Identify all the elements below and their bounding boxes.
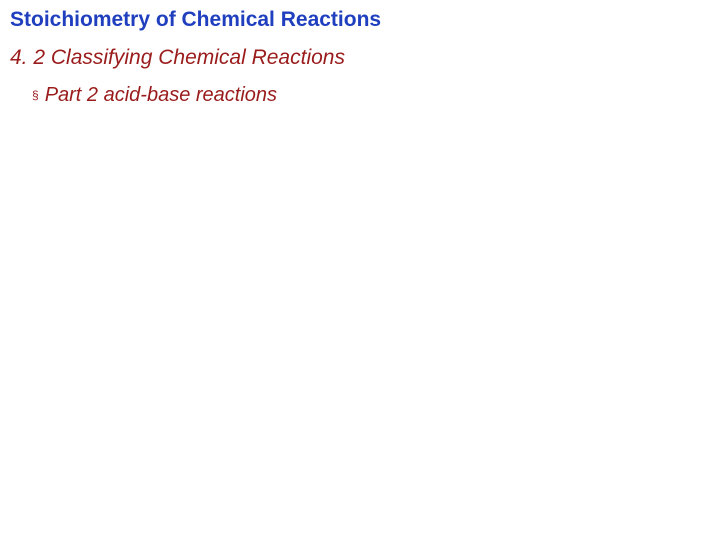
slide-title: Stoichiometry of Chemical Reactions [10, 8, 710, 32]
bullet-item: § Part 2 acid-base reactions [32, 84, 710, 107]
section-heading: 4. 2 Classifying Chemical Reactions [10, 46, 710, 70]
slide: Stoichiometry of Chemical Reactions 4. 2… [0, 0, 720, 540]
bullet-text: Part 2 acid-base reactions [45, 84, 277, 107]
bullet-marker-icon: § [32, 84, 39, 106]
